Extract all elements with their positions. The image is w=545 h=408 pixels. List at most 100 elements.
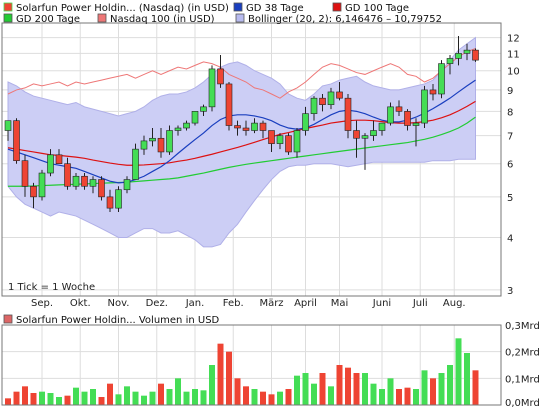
x-tick-label: Juli xyxy=(412,298,428,309)
volume-bar xyxy=(311,383,317,405)
candle-body xyxy=(13,120,20,161)
candle-down xyxy=(234,120,241,136)
candle-up xyxy=(387,102,394,126)
candle-up xyxy=(89,176,97,194)
candle-body xyxy=(98,179,105,198)
legend-label: GD 100 Tage xyxy=(345,3,409,14)
legend-label: GD 200 Tage xyxy=(16,14,80,25)
candle-body xyxy=(106,196,114,209)
y-tick-label: 12 xyxy=(507,34,520,45)
legend-label: Nasdaq 100 (in USD) xyxy=(110,14,215,25)
volume-bar xyxy=(404,387,411,405)
volume-bar xyxy=(294,375,300,405)
candle-body xyxy=(285,135,292,153)
candle-body xyxy=(293,130,301,153)
legend-label: GD 38 Tage xyxy=(246,3,304,14)
candle-body xyxy=(47,154,54,174)
candle-down xyxy=(268,130,275,152)
legend-swatch xyxy=(233,2,243,12)
candle-body xyxy=(174,127,182,131)
candle-body xyxy=(336,91,343,99)
volume-bar xyxy=(472,370,479,405)
volume-bar xyxy=(455,338,462,405)
y-tick-label: 8 xyxy=(507,107,513,118)
candle-down xyxy=(21,154,29,197)
volume-bar xyxy=(285,389,292,405)
legend-item-gd100: GD 100 Tage xyxy=(332,2,409,14)
candle-down xyxy=(13,118,20,164)
candle-up xyxy=(208,65,216,112)
legend-item-nasdaq: Nasdaq 100 (in USD) xyxy=(97,13,215,25)
legend-swatch xyxy=(3,2,13,12)
candle-body xyxy=(191,111,199,124)
candle-body xyxy=(259,122,267,131)
volume-bar xyxy=(438,373,445,405)
time-axis: Sep. Okt. Nov. Dez. Jan. Feb. März April Mai Juni… xyxy=(31,298,466,309)
candle-body xyxy=(268,130,275,144)
candle-down xyxy=(404,109,411,131)
volume-bar xyxy=(319,373,326,405)
legend-item-gd200: GD 200 Tage xyxy=(3,13,80,25)
candle-body xyxy=(242,127,250,131)
volume-bar xyxy=(39,391,45,405)
candle-down xyxy=(157,128,165,158)
volume-axis: 0,0Mrd 0,1Mrd 0,2Mrd 0,3Mrd xyxy=(505,321,540,408)
volume-bar xyxy=(56,397,62,405)
volume-bar xyxy=(260,391,266,405)
volume-bar xyxy=(396,389,402,405)
candle-body xyxy=(455,53,462,59)
candle-body xyxy=(319,97,326,105)
volume-bar xyxy=(200,390,207,405)
candle-down xyxy=(429,83,437,101)
candle-body xyxy=(208,68,216,108)
candle-down xyxy=(30,182,37,209)
candle-body xyxy=(140,140,148,150)
volume-bar xyxy=(64,395,71,405)
x-tick-label: März xyxy=(259,298,283,309)
y-tick-label: 9 xyxy=(507,86,513,97)
volume-bar xyxy=(268,394,275,405)
candle-down xyxy=(395,100,403,116)
candle-body xyxy=(370,130,377,136)
volume-bar xyxy=(421,370,428,405)
candle-down xyxy=(259,120,267,139)
tick-note: 1 Tick = 1 Woche xyxy=(8,282,95,293)
volume-bar xyxy=(430,378,436,405)
volume-bar xyxy=(353,373,360,405)
y-tick-label: 10 xyxy=(507,67,520,78)
candle-body xyxy=(21,160,29,187)
price-axis: 12 11 10 9 8 7 6 5 4 3 xyxy=(507,34,520,297)
candle-body xyxy=(378,122,386,131)
x-tick-label: Jan. xyxy=(185,298,205,309)
candle-up xyxy=(132,143,139,180)
candle-body xyxy=(4,120,12,131)
volume-bar xyxy=(175,378,181,405)
vol-tick-label: 0,2Mrd xyxy=(505,348,540,359)
candle-body xyxy=(251,122,258,131)
candle-body xyxy=(446,58,454,64)
volume-bar xyxy=(90,389,96,405)
volume-bar xyxy=(277,391,283,405)
candle-up xyxy=(200,104,207,116)
candle-body xyxy=(55,154,63,164)
volume-bar xyxy=(166,389,173,405)
candle-up xyxy=(438,60,445,99)
candle-down xyxy=(242,120,250,136)
candle-body xyxy=(81,175,88,187)
candle-down xyxy=(64,157,71,190)
candle-body xyxy=(412,122,420,126)
candle-body xyxy=(132,148,139,180)
x-tick-label: Mai xyxy=(331,298,349,309)
candle-up xyxy=(378,122,386,136)
volume-bar xyxy=(379,389,385,405)
candle-up xyxy=(123,176,131,194)
candle-up xyxy=(412,118,420,147)
y-tick-label: 6 xyxy=(507,160,513,171)
volume-bar xyxy=(387,378,394,405)
volume-bar xyxy=(447,365,453,405)
vol-tick-label: 0,0Mrd xyxy=(505,398,540,408)
legend-swatch xyxy=(3,13,13,23)
candle-down xyxy=(98,176,105,201)
gd100-line xyxy=(7,100,476,166)
candle-body xyxy=(472,49,479,61)
